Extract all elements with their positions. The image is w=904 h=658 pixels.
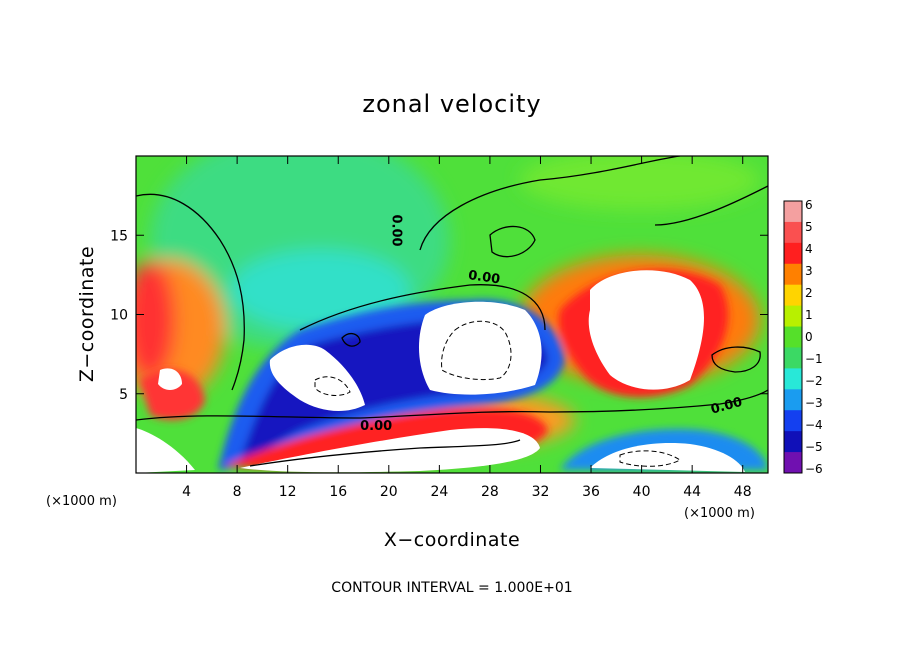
colorbar-swatch — [784, 263, 802, 286]
colorbar-label: −5 — [805, 440, 823, 454]
colorbar-label: −3 — [805, 396, 823, 410]
x-tick-label: 20 — [380, 484, 398, 500]
colorbar-swatch — [784, 389, 802, 411]
x-tick-label: 48 — [734, 484, 752, 500]
x-axis-ticks: 4 8 12 16 20 24 28 32 36 40 44 48 — [182, 156, 752, 500]
colorbar-swatch — [784, 368, 802, 390]
colorbar-swatch — [784, 452, 802, 474]
colorbar-label: 0 — [805, 330, 813, 344]
contour-lines — [136, 156, 768, 467]
x-tick-label: 40 — [633, 484, 651, 500]
chart-title: zonal velocity — [362, 90, 541, 118]
colorbar-label: 1 — [805, 308, 813, 322]
x-tick-label: 12 — [279, 484, 297, 500]
colorbar-label: 3 — [805, 264, 813, 278]
x-tick-label: 28 — [481, 484, 499, 500]
colorbar-swatch — [784, 221, 802, 244]
x-axis-unit: (×1000 m) — [684, 506, 755, 521]
heatmap-field — [136, 156, 768, 473]
colorbar-label: −6 — [805, 462, 823, 476]
colorbar-swatch — [784, 326, 802, 348]
colorbar-label: 5 — [805, 220, 813, 234]
colorbar-label: 2 — [805, 286, 813, 300]
colorbar-swatch — [784, 347, 802, 369]
dashed-contour-lines — [314, 320, 681, 467]
y-axis-ticks: 5 10 15 — [110, 228, 768, 403]
x-tick-label: 4 — [182, 484, 191, 500]
contour-label-group: 0.000.000.000.00 — [360, 214, 744, 434]
colorbar-label: 6 — [805, 198, 813, 212]
contour-label: 0.00 — [360, 419, 392, 434]
colorbar-label: −1 — [805, 352, 823, 366]
colorbar-swatch — [784, 242, 802, 265]
x-tick-label: 8 — [233, 484, 242, 500]
contour-interval-note: CONTOUR INTERVAL = 1.000E+01 — [331, 580, 572, 596]
x-tick-label: 24 — [430, 484, 448, 500]
contour-label: 0.00 — [467, 268, 501, 287]
y-tick-label: 5 — [119, 387, 128, 403]
y-tick-label: 10 — [110, 308, 128, 324]
colorbar-swatch — [784, 431, 802, 453]
colorbar-frame — [783, 200, 803, 474]
colorbar-label: −2 — [805, 374, 823, 388]
colorbar-swatch — [784, 305, 802, 328]
x-tick-label: 44 — [683, 484, 701, 500]
colorbar-swatch — [784, 201, 802, 223]
x-tick-label: 36 — [582, 484, 600, 500]
y-axis-unit: (×1000 m) — [46, 494, 117, 509]
colorbar-swatch — [784, 284, 802, 307]
x-tick-label: 32 — [532, 484, 550, 500]
y-axis-label: Z−coordinate — [76, 246, 98, 382]
y-tick-label: 15 — [110, 228, 128, 244]
x-axis-label: X−coordinate — [384, 529, 520, 551]
colorbar-label: 4 — [805, 242, 813, 256]
contour-label: 0.00 — [389, 214, 404, 246]
x-tick-label: 16 — [329, 484, 347, 500]
colorbar-label: −4 — [805, 418, 823, 432]
colorbar-swatch — [784, 410, 802, 432]
colorbar: 6 5 4 3 2 1 0 −1 −2 −3 −4 −5 −6 — [783, 198, 823, 476]
